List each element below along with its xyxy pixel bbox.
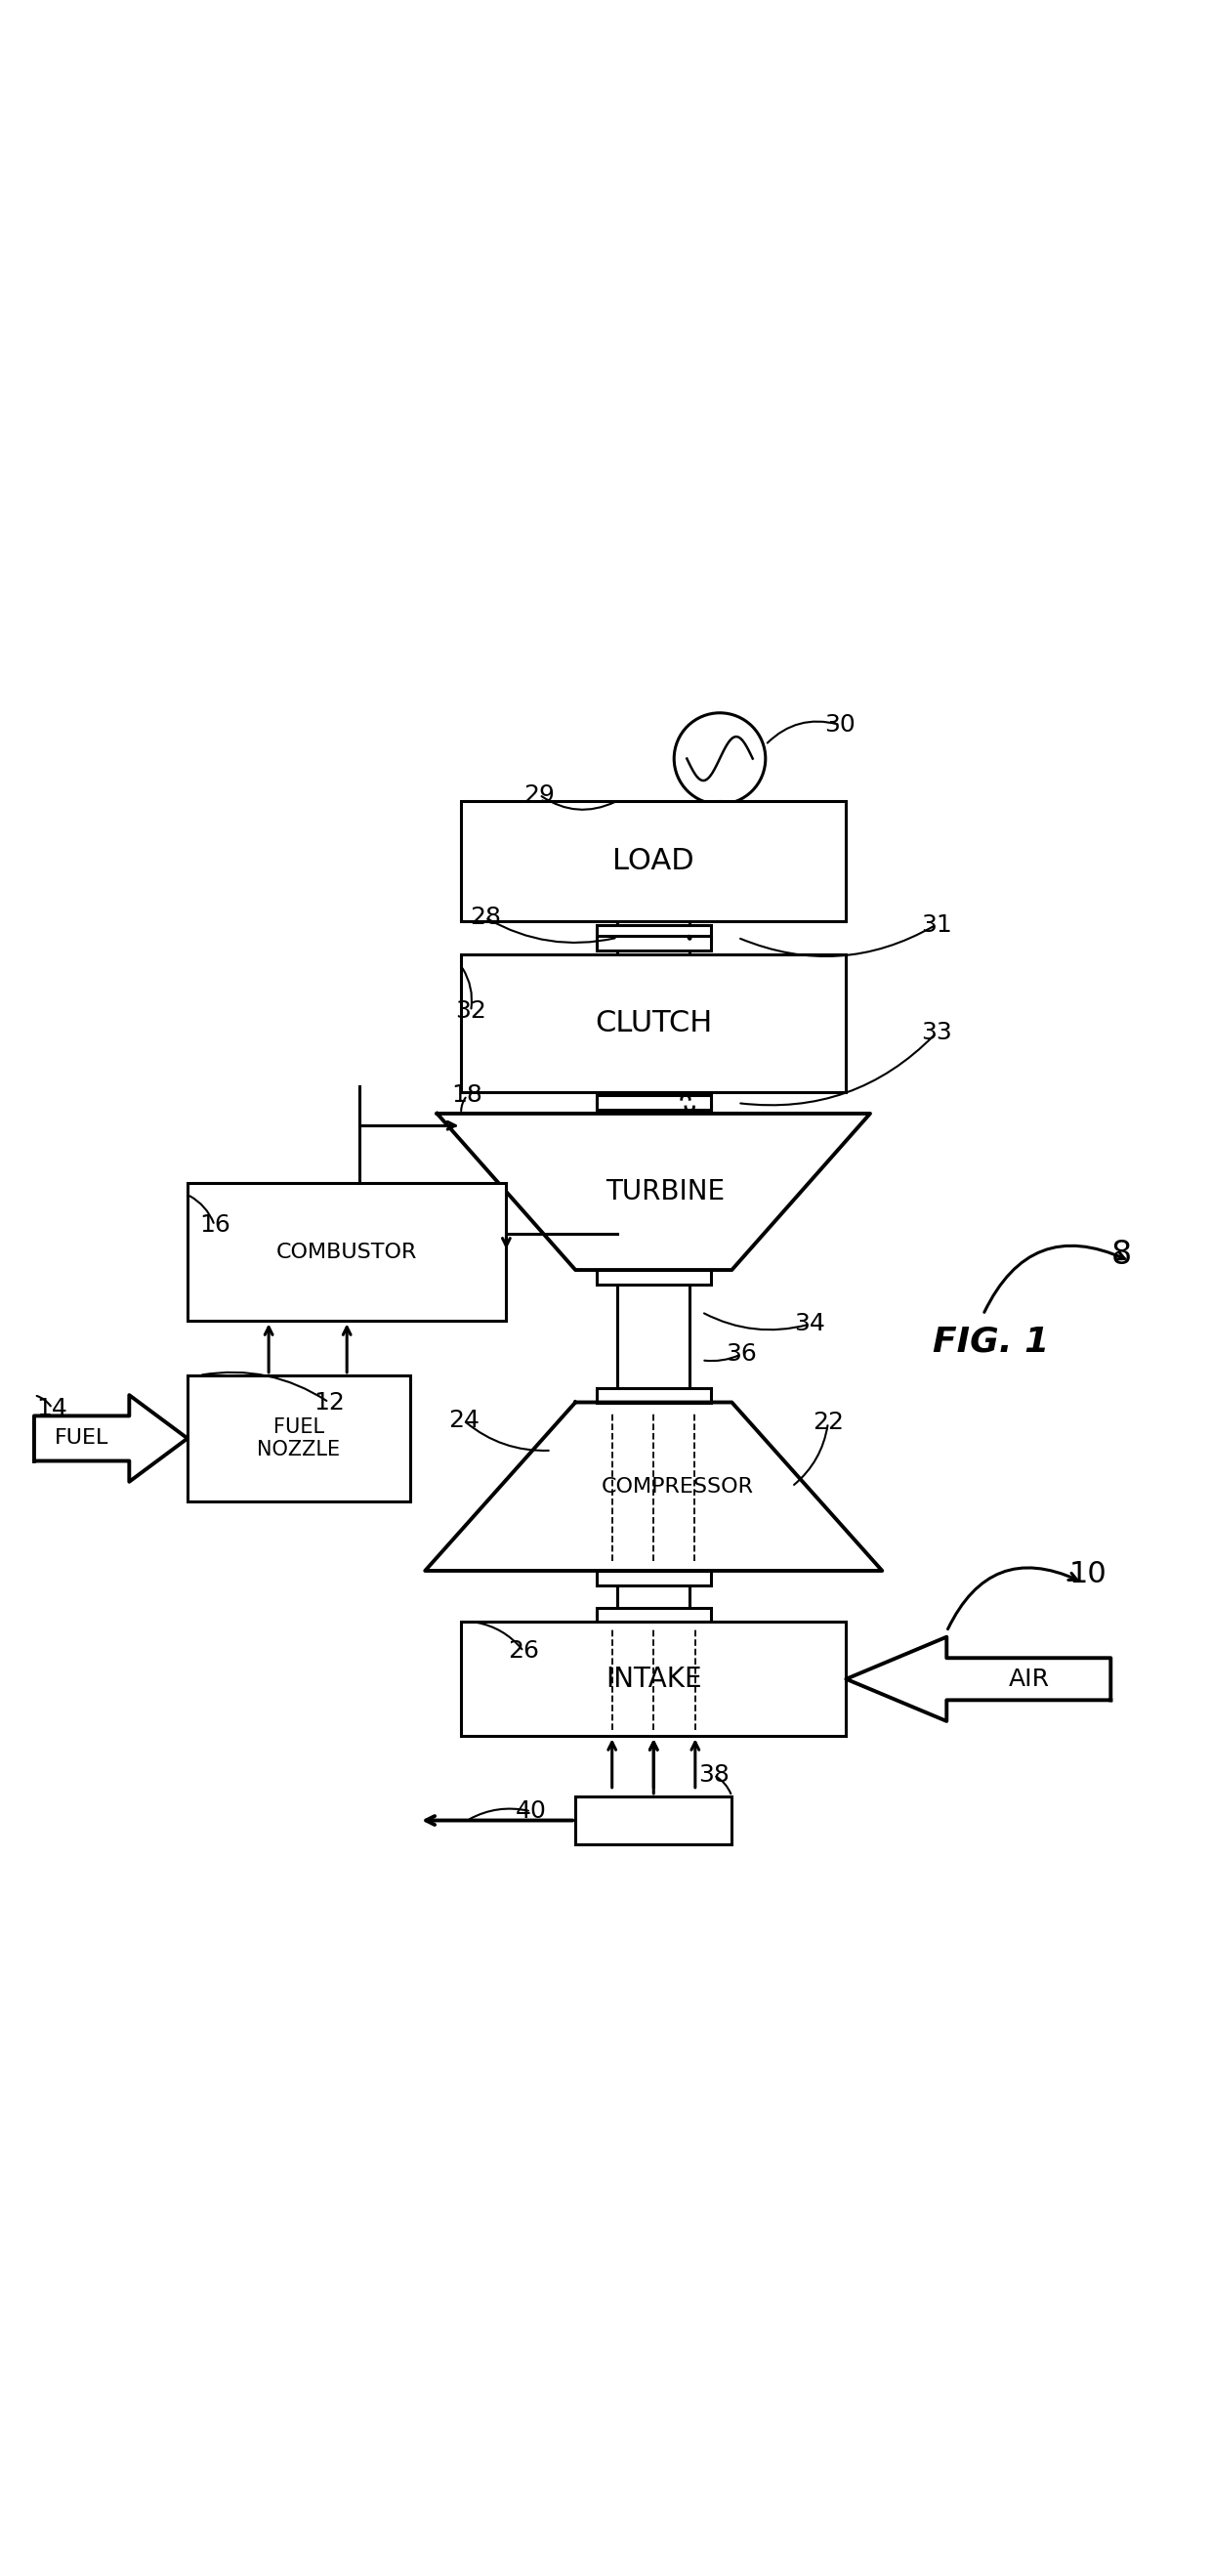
Text: 18: 18 [452, 1084, 483, 1108]
Bar [597, 1607, 711, 1623]
Bar [575, 1795, 731, 1844]
Bar [597, 1571, 711, 1584]
Bar [597, 935, 711, 951]
Text: COMBUSTOR: COMBUSTOR [276, 1242, 418, 1262]
Text: 10: 10 [1068, 1561, 1107, 1589]
Text: 22: 22 [813, 1412, 844, 1435]
Polygon shape [425, 1401, 882, 1571]
Bar [461, 801, 846, 922]
Text: 28: 28 [470, 907, 501, 930]
Bar [597, 1388, 711, 1401]
Text: 14: 14 [36, 1396, 68, 1419]
Text: CLUTCH: CLUTCH [595, 1010, 712, 1038]
Bar [648, 809, 792, 832]
Text: 26: 26 [509, 1641, 539, 1664]
Polygon shape [846, 1636, 1110, 1721]
Text: 34: 34 [794, 1311, 826, 1337]
Text: FUEL
NOZZLE: FUEL NOZZLE [257, 1417, 340, 1461]
Text: TURBINE: TURBINE [606, 1177, 725, 1206]
Text: 16: 16 [199, 1213, 230, 1236]
Bar [597, 1270, 711, 1285]
Text: COMPRESSOR: COMPRESSOR [602, 1476, 753, 1497]
Bar [597, 1097, 711, 1110]
Text: FUEL: FUEL [54, 1430, 109, 1448]
Text: 30: 30 [825, 714, 855, 737]
Text: INTAKE: INTAKE [606, 1664, 701, 1692]
Text: 33: 33 [920, 1020, 952, 1046]
Text: 31: 31 [920, 912, 952, 935]
Polygon shape [437, 1113, 871, 1270]
Text: AIR: AIR [1009, 1667, 1049, 1690]
Bar [461, 1623, 846, 1736]
Text: 12: 12 [314, 1391, 344, 1414]
Text: 24: 24 [448, 1409, 480, 1432]
Text: 36: 36 [725, 1342, 757, 1365]
Polygon shape [34, 1396, 188, 1481]
Text: 38: 38 [699, 1765, 729, 1788]
Text: 8: 8 [1110, 1239, 1131, 1270]
Bar [461, 953, 846, 1092]
Text: 29: 29 [524, 783, 555, 806]
Bar [597, 1095, 711, 1110]
Text: 40: 40 [516, 1801, 546, 1824]
Bar [188, 1376, 411, 1502]
Bar [188, 1182, 506, 1321]
Text: FIG. 1: FIG. 1 [932, 1327, 1049, 1358]
Text: LOAD: LOAD [613, 848, 694, 876]
Text: 32: 32 [455, 999, 487, 1023]
Bar [597, 925, 711, 940]
